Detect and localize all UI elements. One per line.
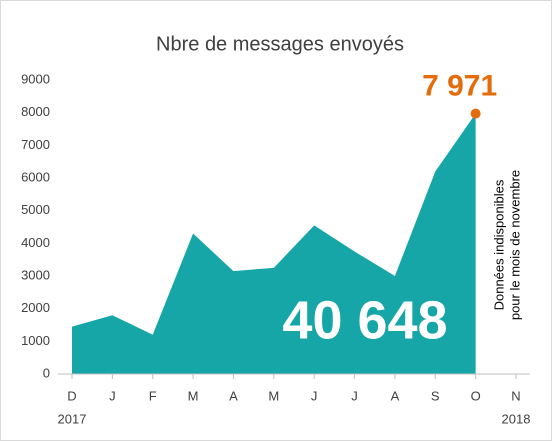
y-tick-label: 8000 [21,104,50,119]
total-label: 40 648 [282,290,447,350]
y-tick-label: 7000 [21,137,50,152]
x-tick-label: A [391,388,400,403]
value-label: 7 971 [422,70,497,103]
y-tick-label: 6000 [21,169,50,184]
x-tick-label: O [471,388,481,403]
x-tick-label: A [229,388,238,403]
x-tick-label: J [351,388,358,403]
y-tick-label: 2000 [21,300,50,315]
x-tick-label: M [268,388,279,403]
y-tick-label: 0 [43,365,50,380]
x-tick-label: D [67,388,76,403]
x-tick-label: N [511,388,520,403]
note: Données indisponibles [491,179,506,310]
x-tick-label: F [149,388,157,403]
y-tick-label: 4000 [21,235,50,250]
x-year-label: 2017 [58,411,87,426]
x-tick-label: S [431,388,440,403]
x-year-label: 2018 [502,411,531,426]
y-tick-label: 3000 [21,267,50,282]
note: pour le mois de novembre [507,170,522,320]
point-marker [470,108,481,119]
x-tick-label: J [109,388,116,403]
y-tick-label: 9000 [21,71,50,86]
x-tick-label: J [311,388,318,403]
chart-title: Nbre de messages envoyés [156,33,404,55]
x-tick-label: M [188,388,199,403]
y-tick-label: 1000 [21,333,50,348]
y-tick-label: 5000 [21,202,50,217]
area [72,113,476,374]
